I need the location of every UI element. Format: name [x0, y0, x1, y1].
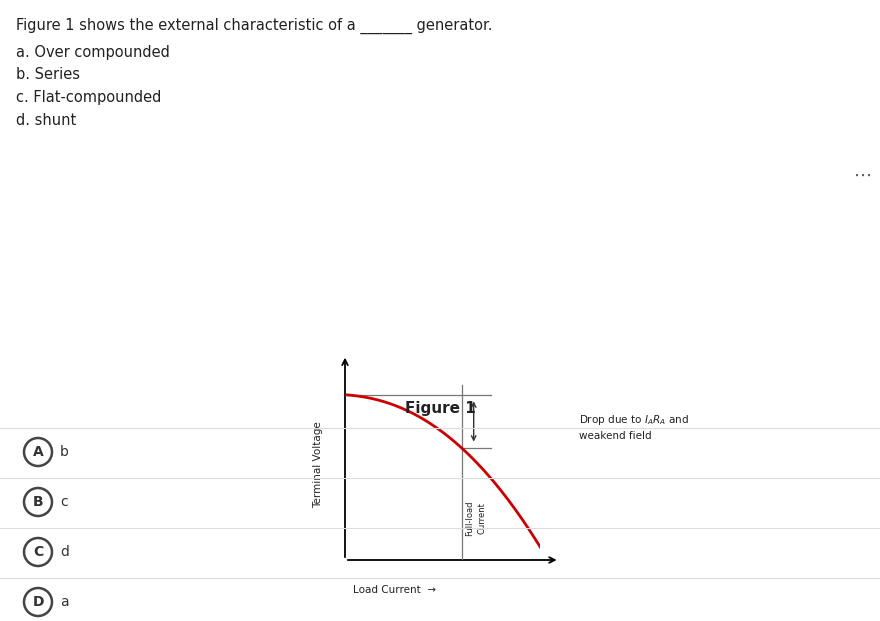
Text: Load Current  →: Load Current → — [353, 585, 436, 595]
Text: d: d — [60, 545, 69, 559]
Text: Terminal Voltage: Terminal Voltage — [312, 422, 323, 509]
Text: d. shunt: d. shunt — [16, 113, 76, 128]
Text: a: a — [60, 595, 69, 609]
Text: ⋯: ⋯ — [854, 167, 872, 185]
Text: b: b — [60, 445, 69, 459]
Text: C: C — [33, 545, 43, 559]
Text: a. Over compounded: a. Over compounded — [16, 45, 170, 60]
Text: A: A — [33, 445, 43, 459]
Text: B: B — [33, 495, 43, 509]
Text: b. Series: b. Series — [16, 67, 80, 82]
Text: Figure 1 shows the external characteristic of a _______ generator.: Figure 1 shows the external characterist… — [16, 18, 492, 34]
Text: D: D — [33, 595, 44, 609]
Text: c: c — [60, 495, 68, 509]
Text: Current: Current — [477, 502, 486, 534]
Text: c. Flat-compounded: c. Flat-compounded — [16, 90, 161, 105]
Text: Figure 1: Figure 1 — [405, 401, 475, 415]
Text: Full-load: Full-load — [466, 501, 474, 536]
Text: Drop due to $I_AR_A$ and
weakend field: Drop due to $I_AR_A$ and weakend field — [579, 413, 689, 441]
